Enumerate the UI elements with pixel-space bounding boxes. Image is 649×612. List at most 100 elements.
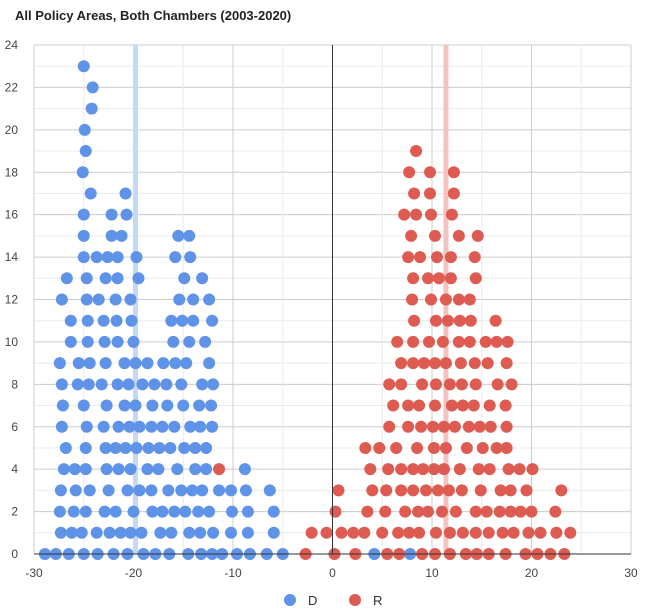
point-r: [456, 526, 469, 539]
point-d: [80, 293, 93, 306]
y-tick-label: 20: [5, 123, 19, 137]
point-r: [505, 378, 518, 391]
point-d: [79, 145, 92, 158]
point-d: [95, 378, 108, 391]
point-r: [432, 272, 445, 285]
point-d: [54, 484, 67, 497]
point-r: [439, 293, 452, 306]
point-r: [407, 357, 420, 370]
point-r: [453, 463, 466, 476]
point-r: [358, 526, 371, 539]
point-r: [399, 505, 412, 518]
point-d: [177, 399, 190, 412]
point-r: [502, 463, 515, 476]
point-r: [481, 357, 494, 370]
point-r: [428, 357, 441, 370]
point-r: [447, 166, 460, 179]
point-d: [77, 229, 90, 242]
point-r: [483, 399, 496, 412]
point-d: [152, 463, 165, 476]
point-d: [168, 505, 181, 518]
point-r: [422, 505, 435, 518]
legend[interactable]: D R: [284, 593, 382, 608]
point-d: [156, 505, 169, 518]
point-r: [500, 420, 513, 433]
point-r: [213, 463, 226, 476]
point-d: [75, 526, 88, 539]
point-r: [493, 505, 506, 518]
point-d: [142, 441, 155, 454]
y-tick-label: 10: [5, 335, 19, 349]
point-r: [473, 420, 486, 433]
point-d: [171, 463, 184, 476]
point-d: [124, 463, 137, 476]
point-r: [424, 187, 437, 200]
point-r: [452, 293, 465, 306]
point-d: [186, 484, 199, 497]
point-d: [206, 420, 219, 433]
legend-r-label[interactable]: R: [373, 593, 382, 608]
point-d: [79, 505, 92, 518]
point-r: [407, 335, 420, 348]
legend-r-marker[interactable]: [349, 594, 361, 606]
point-d: [99, 441, 112, 454]
point-r: [480, 505, 493, 518]
point-r: [359, 441, 372, 454]
point-d: [205, 399, 218, 412]
point-d: [196, 272, 209, 285]
point-d: [84, 187, 97, 200]
point-r: [430, 251, 443, 264]
point-d: [105, 229, 118, 242]
point-r: [448, 420, 461, 433]
point-d: [153, 441, 166, 454]
point-d: [123, 420, 136, 433]
point-d: [175, 484, 188, 497]
point-d: [162, 484, 175, 497]
point-r: [428, 399, 441, 412]
point-r: [423, 335, 436, 348]
point-r: [405, 229, 418, 242]
point-d: [77, 60, 90, 73]
y-tick-label: 12: [5, 293, 19, 307]
point-d: [136, 378, 149, 391]
point-d: [86, 81, 99, 94]
point-d: [156, 420, 169, 433]
point-r: [453, 314, 466, 327]
point-r: [549, 505, 562, 518]
point-r: [514, 505, 527, 518]
point-r: [426, 420, 439, 433]
point-r: [379, 505, 392, 518]
point-r: [504, 484, 517, 497]
point-d: [111, 251, 124, 264]
point-d: [133, 484, 146, 497]
point-d: [101, 251, 114, 264]
point-d: [100, 399, 113, 412]
point-d: [130, 441, 143, 454]
point-r: [406, 293, 419, 306]
point-r: [441, 314, 454, 327]
legend-d-marker[interactable]: [284, 594, 296, 606]
point-d: [115, 229, 128, 242]
point-r: [414, 251, 427, 264]
point-r: [468, 357, 481, 370]
point-r: [320, 526, 333, 539]
point-d: [196, 484, 209, 497]
point-d: [168, 420, 181, 433]
point-d: [172, 229, 185, 242]
point-r: [476, 441, 489, 454]
point-r: [373, 441, 386, 454]
point-d: [78, 123, 91, 136]
point-d: [192, 505, 205, 518]
point-r: [455, 484, 468, 497]
point-r: [496, 526, 509, 539]
point-d: [77, 251, 90, 264]
point-r: [412, 505, 425, 518]
point-r: [452, 335, 465, 348]
point-r: [439, 357, 452, 370]
legend-d-label[interactable]: D: [308, 593, 317, 608]
point-r: [469, 505, 482, 518]
point-d: [145, 484, 158, 497]
point-d: [111, 378, 124, 391]
point-r: [387, 399, 400, 412]
point-d: [55, 420, 68, 433]
